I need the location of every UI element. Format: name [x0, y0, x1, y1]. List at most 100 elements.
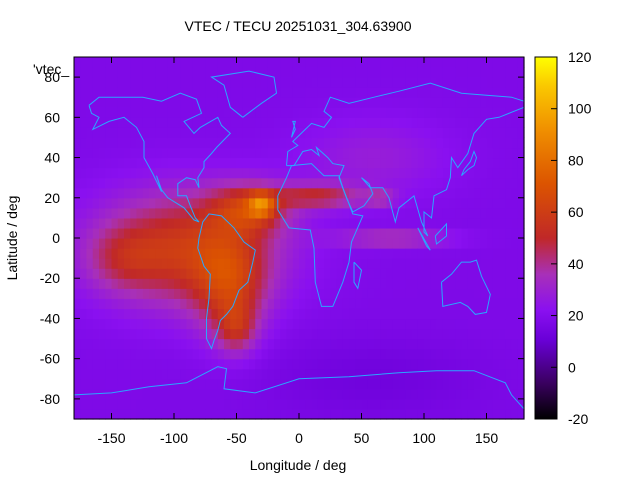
heat-cell	[217, 388, 225, 400]
heat-cell	[349, 288, 356, 299]
heat-cell	[492, 398, 500, 410]
heat-cell	[267, 67, 275, 78]
heat-cell	[86, 318, 94, 330]
heat-cell	[167, 187, 175, 199]
heat-cell	[142, 157, 150, 169]
heat-cell	[217, 207, 225, 219]
heat-cell	[167, 398, 175, 410]
heat-cell	[305, 238, 313, 249]
heat-cell	[361, 197, 369, 209]
heatmap	[74, 57, 525, 420]
heat-cell	[399, 67, 406, 78]
heat-cell	[317, 338, 325, 350]
heat-cell	[117, 117, 125, 128]
heat-cell	[411, 308, 419, 320]
heat-cell	[92, 187, 100, 199]
heat-cell	[499, 127, 506, 139]
heat-cell	[205, 268, 213, 279]
heat-cell	[192, 348, 200, 360]
heat-cell	[324, 217, 331, 229]
heat-cell	[442, 248, 450, 259]
heat-cell	[424, 167, 431, 179]
heat-cell	[336, 157, 344, 169]
heat-cell	[105, 77, 113, 88]
heat-cell	[111, 207, 119, 219]
colorbar-tick-label: 60	[568, 204, 584, 220]
heat-cell	[211, 358, 219, 370]
heat-cell	[261, 358, 269, 370]
heat-cell	[292, 117, 300, 128]
heat-cell	[74, 288, 81, 299]
heat-cell	[142, 207, 150, 219]
heat-cell	[405, 348, 413, 360]
heat-cell	[242, 358, 250, 370]
heat-cell	[442, 408, 450, 420]
heat-cell	[155, 288, 163, 299]
heat-cell	[330, 157, 338, 169]
heat-cell	[467, 328, 475, 340]
heat-cell	[355, 147, 363, 159]
heat-cell	[455, 137, 463, 149]
heat-cell	[117, 87, 125, 98]
heat-cell	[349, 348, 356, 360]
heat-cell	[449, 177, 456, 189]
heat-cell	[205, 248, 213, 259]
heat-cell	[124, 227, 131, 239]
heat-cell	[155, 258, 163, 269]
heat-cell	[211, 408, 219, 420]
heat-cell	[105, 197, 113, 209]
heat-cell	[374, 77, 381, 88]
heat-cell	[274, 408, 281, 420]
heat-cell	[80, 408, 88, 420]
heat-cell	[411, 197, 419, 209]
colorbar-tick-label: 120	[568, 49, 592, 65]
heat-cell	[186, 197, 194, 209]
heat-cell	[130, 248, 138, 259]
heat-cell	[342, 107, 350, 118]
heat-cell	[167, 248, 175, 259]
heat-cell	[186, 238, 194, 249]
heat-cell	[505, 328, 513, 340]
heat-cell	[349, 77, 356, 88]
heat-cell	[474, 187, 481, 199]
heat-cell	[342, 187, 350, 199]
heat-cell	[211, 167, 219, 179]
heat-cell	[442, 368, 450, 380]
heat-cell	[80, 97, 88, 108]
heat-cell	[480, 217, 488, 229]
heat-cell	[480, 398, 488, 410]
heat-cell	[267, 127, 275, 139]
heat-cell	[292, 328, 300, 340]
heat-cell	[486, 167, 494, 179]
heat-cell	[436, 147, 444, 159]
heat-cell	[311, 318, 319, 330]
heat-cell	[517, 258, 525, 269]
heat-cell	[249, 278, 256, 289]
heat-cell	[99, 207, 106, 219]
heat-cell	[299, 248, 306, 259]
heat-cell	[236, 107, 244, 118]
heat-cell	[174, 197, 181, 209]
heat-cell	[249, 97, 256, 108]
heat-cell	[192, 248, 200, 259]
heat-cell	[167, 127, 175, 139]
heat-cell	[386, 368, 394, 380]
heat-cell	[186, 388, 194, 400]
heat-cell	[342, 137, 350, 149]
heat-cell	[336, 268, 344, 279]
heat-cell	[430, 388, 438, 400]
heat-cell	[224, 217, 231, 229]
heat-cell	[130, 227, 138, 239]
heat-cell	[86, 217, 94, 229]
heat-cell	[442, 268, 450, 279]
heat-cell	[217, 398, 225, 410]
heat-cell	[492, 87, 500, 98]
heat-cell	[442, 308, 450, 320]
heat-cell	[374, 298, 381, 309]
heat-cell	[180, 248, 188, 259]
heat-cell	[280, 207, 288, 219]
heat-cell	[124, 348, 131, 360]
heat-cell	[486, 358, 494, 370]
heat-cell	[511, 177, 519, 189]
heat-cell	[499, 328, 506, 340]
